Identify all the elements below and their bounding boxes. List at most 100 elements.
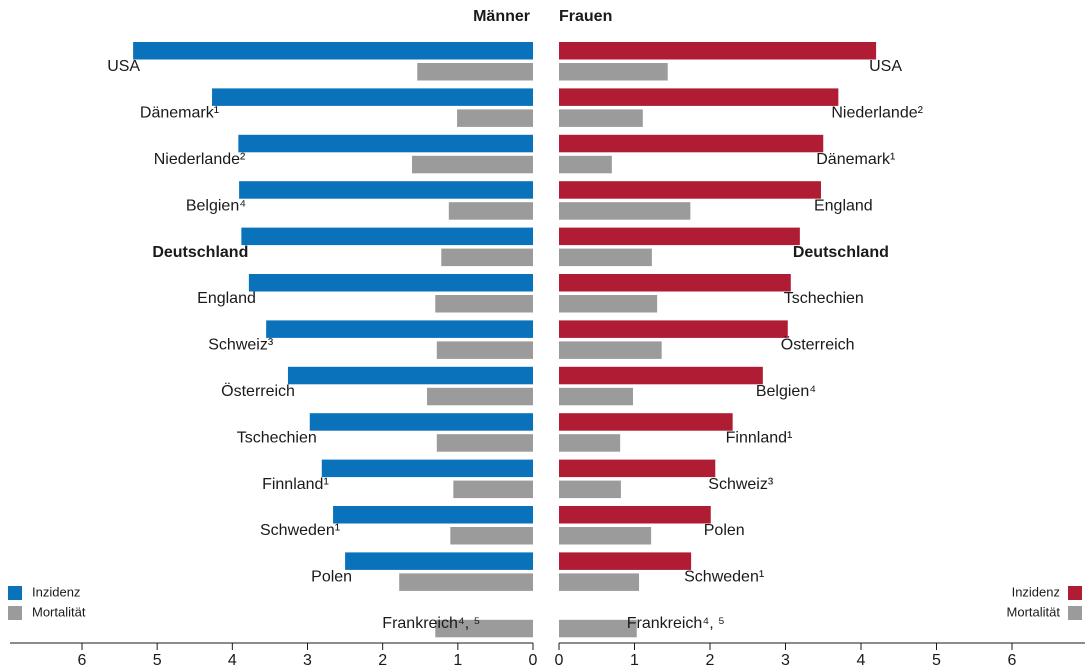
bar [453, 480, 533, 499]
legend-swatch [1068, 606, 1082, 620]
category-label: Schweden¹ [684, 569, 764, 586]
bar [559, 320, 788, 338]
bar [559, 366, 763, 385]
bar [559, 341, 662, 359]
bar [436, 341, 533, 359]
bar [559, 459, 716, 478]
bar [457, 109, 533, 127]
x-tick-label: 3 [303, 652, 312, 669]
bar [411, 155, 533, 174]
category-label: Belgien⁴ [186, 197, 246, 214]
category-label: Schweiz³ [208, 337, 274, 354]
x-tick-label: 2 [706, 652, 715, 669]
bar [559, 88, 839, 106]
panel-title: Frauen [559, 8, 612, 25]
bar [559, 202, 691, 220]
bar [559, 434, 621, 452]
category-label: Niederlande² [154, 151, 246, 168]
legend-label: Inzidenz [32, 584, 80, 599]
category-label: Tschechien [237, 429, 317, 446]
bar [559, 134, 824, 153]
bar [559, 227, 800, 246]
bar [435, 295, 533, 313]
bar [559, 387, 633, 406]
bar [309, 413, 533, 431]
x-tick-label: 6 [78, 652, 87, 669]
category-label: Niederlande² [831, 105, 923, 122]
x-tick-label: 5 [153, 652, 162, 669]
x-tick-label: 1 [453, 652, 462, 669]
bar [559, 573, 640, 591]
bar [559, 413, 733, 431]
bar [559, 552, 692, 570]
x-tick-label: 0 [529, 652, 538, 669]
x-tick-label: 1 [630, 652, 639, 669]
category-label: Schweden¹ [260, 522, 340, 539]
x-tick-label: 2 [378, 652, 387, 669]
bar [435, 619, 533, 638]
x-tick-label: 0 [555, 652, 564, 669]
x-tick-label: 4 [228, 652, 237, 669]
bar [559, 42, 877, 60]
bar [238, 134, 533, 153]
bar [559, 295, 658, 313]
category-label: Österreich [221, 382, 295, 400]
bar [212, 88, 533, 106]
bar [559, 527, 652, 545]
category-label: Polen [311, 569, 352, 586]
bar [559, 109, 643, 127]
category-label: USA [107, 58, 140, 75]
bar [287, 366, 533, 385]
bar [559, 181, 821, 199]
legend-label: Inzidenz [1012, 584, 1060, 599]
bar [559, 619, 637, 638]
bar [321, 459, 533, 478]
bar [427, 387, 533, 406]
x-tick-label: 3 [781, 652, 790, 669]
category-label: Deutschland [152, 244, 248, 261]
legend-label: Mortalität [1007, 604, 1061, 619]
x-tick-label: 6 [1008, 652, 1017, 669]
bar [333, 506, 533, 524]
legend-swatch [8, 606, 22, 620]
bar [399, 573, 533, 591]
category-label: Dänemark¹ [816, 151, 895, 168]
category-label: Belgien⁴ [756, 383, 816, 400]
category-label: Deutschland [793, 244, 889, 261]
category-label: Frankreich⁴, ⁵ [382, 615, 480, 632]
bar [241, 227, 533, 246]
bar [450, 527, 533, 545]
bar [441, 248, 533, 267]
category-label: England [814, 197, 873, 214]
category-label: Frankreich⁴, ⁵ [627, 615, 725, 632]
category-label: Finnland¹ [726, 429, 793, 446]
bar [559, 480, 621, 499]
category-label: USA [869, 58, 902, 75]
category-label: Dänemark¹ [140, 105, 219, 122]
bar [559, 155, 612, 174]
category-label: Österreich [781, 336, 855, 354]
category-label: Tschechien [784, 290, 864, 307]
category-label: Polen [704, 522, 745, 539]
bar [448, 202, 533, 220]
category-label: England [197, 290, 256, 307]
legend-swatch [1068, 586, 1082, 600]
legend-swatch [8, 586, 22, 600]
bar [559, 506, 711, 524]
legend-label: Mortalität [32, 604, 86, 619]
panel-title: Männer [473, 8, 530, 25]
bar [133, 42, 533, 60]
bar [559, 274, 791, 292]
bar [345, 552, 533, 570]
bar [266, 320, 533, 338]
bar [436, 434, 533, 452]
bar [248, 274, 533, 292]
category-label: Schweiz³ [708, 476, 774, 493]
x-tick-label: 4 [857, 652, 866, 669]
category-label: Finnland¹ [262, 476, 329, 493]
bar [559, 248, 652, 267]
bar [559, 63, 668, 81]
bar [239, 181, 533, 199]
